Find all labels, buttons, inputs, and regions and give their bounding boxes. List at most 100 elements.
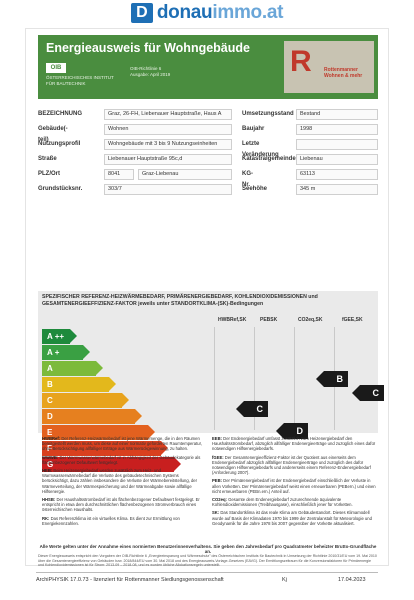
column-header-co2: CO2eq,SK [298,317,323,323]
info-label: Baujahr [242,126,265,132]
energy-class-bar: C [42,393,129,408]
column-header-hwb: HWBRef,SK [218,317,247,323]
info-value: Graz, 26-FH, Liebenauer Hauptstraße, Hau… [104,109,232,120]
rating-marker: C [236,401,268,417]
footer-divider [36,572,378,573]
definitions-footer: Alle Werte gelten unter der Annahme eine… [39,544,377,555]
definition-text: Gesamte dem Endenergiebedarf zuzurechnen… [212,497,353,508]
definition-entry: WWWB: Der Warmwasserwärmebedarf ist in A… [42,455,206,465]
info-label: Nutzungsprofil [38,141,81,147]
definition-entry: RK: Das Referenzklima ist ein virtuelles… [42,516,206,526]
grid-divider [294,327,295,430]
info-label: Gebäude(-teil) [38,126,68,143]
definition-term: HHSB: [42,497,57,503]
info-value: Wohnen [104,124,232,135]
definition-term: HWBRef: [42,436,62,441]
column-header-fgee: fGEE,SK [342,317,363,323]
issue-date: 17.04.2023 [338,577,366,583]
definition-text: Der Primärenergiebedarf ist der Endenerg… [212,478,376,494]
info-label: PLZ/Ort [38,171,60,177]
info-label: Katastralgemeinde [242,156,296,162]
info-label: Letzte Veränderung [242,141,279,158]
rating-marker: C [352,385,384,401]
column-header-peb: PEBSK [260,317,278,323]
info-value: Wohngebäude mit 3 bis 9 Nutzungseinheite… [104,139,232,150]
definition-term: HEB: [42,468,54,474]
logo-mark: D [130,3,153,23]
definition-text: Das Standortklima ist das reale Klima am… [212,510,372,526]
legal-footnote: Dieser Energieausweis entspricht den Vor… [38,554,377,567]
info-value [296,139,378,150]
energy-scale-section: SPEZIFISCHER REFERENZ-HEIZWÄRMEBEDARF, P… [38,291,384,472]
energy-certificate-page: Energieausweis für Wohngebäude OIB ÖSTER… [25,28,389,567]
definitions-left: HWBRef: Der Referenz-Heizwärmebedarf ist… [42,436,206,529]
logo-text-bold: donau [156,2,213,23]
definition-entry: HHSB: Der Haushaltsstrombedarf ist als f… [42,497,206,513]
oib-badge: OIB [46,63,66,73]
rating-marker: B [316,371,348,387]
definition-term: fGEE: [212,454,225,460]
definition-text: Der Warmwasserwärmebedarf ist in Abhängi… [42,454,201,465]
site-logo[interactable]: D donauimmo.at [0,0,414,26]
info-label: Umsetzungsstand [242,111,294,117]
definition-entry: PEB: Der Primärenergiebedarf ist der End… [212,478,376,494]
info-value: Liebenau [296,154,378,165]
oib-note: ÖSTERREICHISCHES INSTITUT FÜR BAUTECHNIK [46,75,114,86]
info-value: 303/7 [104,184,232,195]
logo-text-light: immo.at [212,2,284,23]
definitions-section: HWBRef: Der Referenz-Heizwärmebedarf ist… [38,434,378,554]
grid-divider [254,327,255,430]
definition-term: RK: [42,515,51,521]
definition-text: Beim Heizenergiebedarf werden zusätzlich… [42,468,198,494]
grid-divider [214,327,215,430]
info-value: Graz-Liebenau [138,169,232,180]
definition-term: CO2eq: [212,497,229,503]
brand-logo: R Rottenmanner Wohnen & mehr [284,41,374,93]
energy-class-bar: A ++ [42,329,77,344]
info-label: Seehöhe [242,186,268,192]
definition-entry: CO2eq: Gesamte dem Endenergiebedarf zuzu… [212,497,376,507]
energy-class-bar: E [42,425,155,440]
info-value: Bestand [296,109,378,120]
definition-text: Der Referenz-Heizwärmebedarf ist jene Wä… [42,436,202,452]
definition-term: PEB: [212,478,224,484]
rating-marker: D [276,423,308,439]
definition-text: Der Haushaltsstrombedarf ist als flächen… [42,497,200,513]
definition-entry: fGEE: Der Gesamtenergieeffizienz-Faktor … [212,455,376,476]
oib-guideline: OIB-Richtlinie 6 Ausgabe: April 2019 [130,66,171,77]
info-label: Grundstücksnr. [38,186,83,192]
energy-class-bar: B [42,377,116,392]
certificate-header: Energieausweis für Wohngebäude OIB ÖSTER… [38,35,378,99]
definition-entry: HEB: Beim Heizenergiebedarf werden zusät… [42,468,206,494]
energy-class-bar: F [42,441,168,456]
energy-class-bar: G [42,457,181,472]
info-value: 8041 [104,169,134,180]
brand-symbol: R [290,45,312,78]
info-value: 345 m [296,184,378,195]
logo-text: donauimmo.at [156,2,284,24]
definition-entry: EEB: Der Endenergiebedarf umfasst zusätz… [212,436,376,452]
author-initials: Kj [282,577,287,583]
certificate-title: Energieausweis für Wohngebäude [46,41,250,55]
definition-text: Der Gesamtenergieeffizienz-Faktor ist de… [212,454,371,476]
software-license: ArchiPHYSIK 17.0.73 - lizenziert für Rot… [36,577,224,583]
info-label: BEZEICHNUNG [38,111,83,117]
energy-class-bar: A [42,361,103,376]
energy-class-bar: A + [42,345,90,360]
info-value: Liebenauer Hauptstraße 95c,d [104,154,232,165]
info-value: 63113 [296,169,378,180]
info-label: KG-Nr. [242,171,253,188]
definition-entry: HWBRef: Der Referenz-Heizwärmebedarf ist… [42,436,206,452]
brand-name: Rottenmanner Wohnen & mehr [324,67,363,79]
definition-term: WWWB: [42,454,60,460]
definitions-right: EEB: Der Endenergiebedarf umfasst zusätz… [212,436,376,529]
definition-text: Der Endenergiebedarf umfasst zusätzlich … [212,436,376,452]
info-value: 1998 [296,124,378,135]
energy-section-title: SPEZIFISCHER REFERENZ-HEIZWÄRMEBEDARF, P… [42,294,318,307]
energy-class-bar: D [42,409,142,424]
definition-term: SK: [212,510,221,516]
definition-text: Das Referenzklima ist ein virtuelles Kli… [42,515,180,526]
definition-term: EEB: [212,436,224,441]
info-label: Straße [38,156,57,162]
definition-entry: SK: Das Standortklima ist das reale Klim… [212,510,376,526]
